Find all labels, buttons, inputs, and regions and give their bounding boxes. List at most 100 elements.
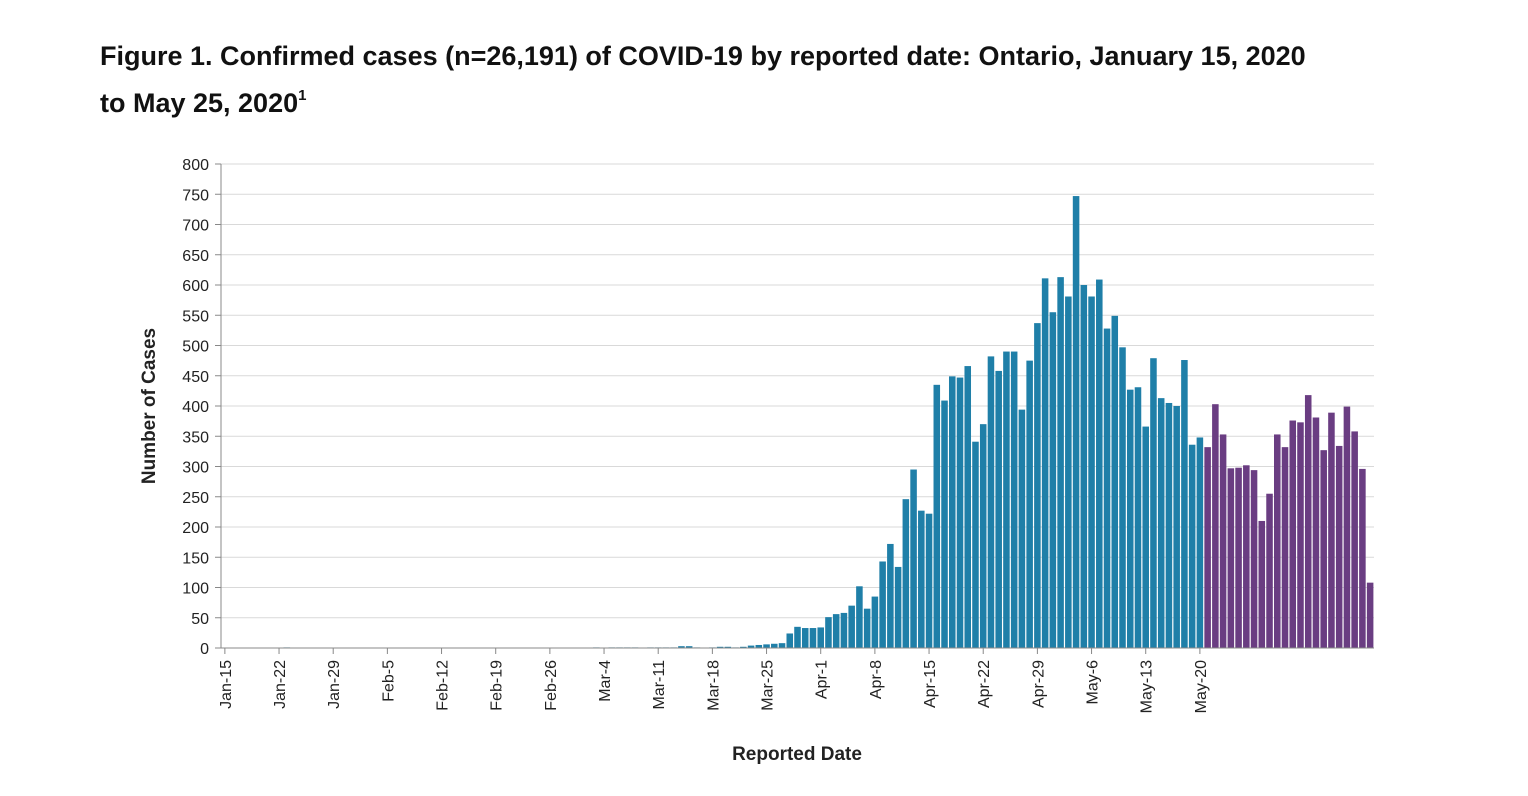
bar [1243, 465, 1250, 648]
y-axis-title: Number of Cases [139, 328, 160, 484]
bar [724, 646, 732, 648]
x-tick-label: Apr-29 [1030, 660, 1047, 708]
bar [1103, 328, 1111, 648]
bar [1235, 467, 1242, 648]
bar [740, 646, 747, 648]
bar [1204, 447, 1211, 648]
axes [220, 164, 1374, 654]
x-axis-title: Reported Date [732, 744, 862, 765]
bar [1126, 389, 1134, 648]
y-tick-label: 350 [182, 429, 209, 446]
bar [825, 617, 832, 648]
y-tick-label: 550 [182, 308, 209, 325]
y-tick-label: 100 [182, 581, 209, 598]
y-tick-label: 0 [200, 641, 209, 658]
figure-title-text: Figure 1. Confirmed cases (n=26,191) of … [100, 41, 1306, 118]
bar [1034, 323, 1041, 648]
bar [848, 605, 855, 648]
bar [863, 608, 871, 648]
bar [678, 646, 685, 648]
y-tick-label: 200 [182, 520, 209, 537]
bar [1320, 450, 1327, 648]
bar [1289, 420, 1297, 648]
bar [1173, 406, 1180, 648]
bar [1227, 468, 1235, 648]
y-tick-labels: 0 50 100 150 200 250 300 350 400 450 500 550 600 650 7… [182, 157, 209, 658]
bar [879, 561, 886, 648]
bar [1096, 279, 1103, 648]
x-tick-label: Jan-22 [272, 660, 289, 709]
bar [1111, 315, 1119, 648]
y-tick-label: 400 [182, 399, 209, 416]
bar [887, 543, 894, 648]
bar [1026, 360, 1033, 648]
x-tick-label: Jan-29 [326, 660, 343, 709]
bar [771, 643, 778, 648]
bar [910, 469, 917, 648]
bar [1335, 445, 1343, 648]
bar [786, 633, 794, 648]
bar [1119, 347, 1126, 648]
x-tick-label: Feb-26 [543, 660, 560, 711]
bar [956, 377, 964, 648]
bar [1041, 278, 1049, 648]
bar [1312, 417, 1320, 648]
y-tick-label: 50 [191, 611, 209, 628]
bar [1250, 470, 1258, 648]
bar [1080, 285, 1088, 648]
x-tick-label: Feb-19 [489, 660, 506, 711]
bar [1057, 277, 1064, 648]
bar [1366, 582, 1374, 648]
bar [1010, 351, 1018, 648]
bar [918, 510, 925, 648]
bar [964, 366, 972, 648]
x-tick-label: May-6 [1085, 660, 1102, 705]
x-tick-label: Apr-8 [868, 660, 885, 699]
bar [1351, 431, 1358, 648]
y-tick-label: 150 [182, 550, 209, 567]
bar [902, 499, 910, 648]
y-tick-label: 650 [182, 248, 209, 265]
bar [840, 612, 848, 648]
bar [1196, 437, 1204, 648]
x-tick-label: Apr-15 [922, 660, 939, 708]
x-tick-label: Feb-5 [380, 660, 397, 702]
bar [1150, 358, 1157, 648]
bar [747, 645, 755, 648]
x-tick-labels: Jan-15 Jan-22 Jan-29 Feb-5 Feb-12 Feb-19 Feb-2… [218, 660, 1210, 713]
bar [1219, 434, 1227, 648]
x-tick-label: Jan-15 [218, 660, 235, 709]
bar [1181, 360, 1188, 648]
bar [1297, 422, 1304, 648]
bar [995, 370, 1002, 648]
bar [972, 441, 979, 648]
bar [1018, 409, 1026, 648]
y-tick-label: 600 [182, 278, 209, 295]
bars [283, 196, 1374, 648]
x-tick-label: Mar-25 [760, 660, 777, 711]
bar [1003, 351, 1010, 648]
bar [1274, 434, 1281, 648]
bar [1049, 312, 1057, 648]
bar [755, 644, 763, 648]
bar [1165, 402, 1173, 648]
bar [809, 628, 817, 648]
bar [763, 644, 770, 648]
figure-title: Figure 1. Confirmed cases (n=26,191) of … [100, 36, 1330, 123]
x-tick-label: Mar-4 [597, 660, 614, 702]
bar [778, 643, 786, 648]
bar [933, 384, 941, 648]
bar [1065, 296, 1072, 648]
bar [1328, 412, 1335, 648]
y-tick-label: 700 [182, 218, 209, 235]
bar [817, 627, 824, 648]
bar [1072, 196, 1080, 648]
y-tick-label: 750 [182, 187, 209, 204]
x-tick-label: Mar-18 [705, 660, 722, 711]
y-tick-label: 800 [182, 157, 209, 174]
y-tick-label: 450 [182, 369, 209, 386]
bar [1304, 395, 1312, 648]
bar [979, 424, 987, 648]
y-tick-label: 250 [182, 490, 209, 507]
